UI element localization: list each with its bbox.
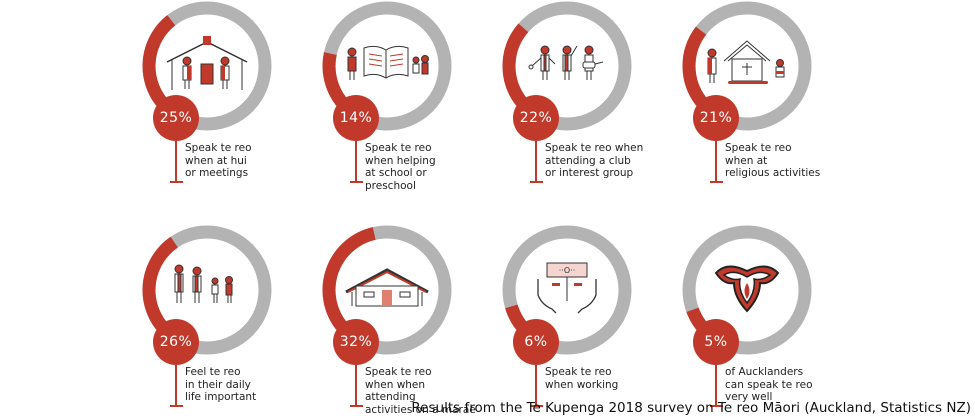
percentage-badge: 25%: [153, 95, 199, 141]
callout-stem: [715, 138, 717, 181]
church-icon: [702, 37, 792, 96]
callout-stem: [535, 362, 537, 405]
svg-text:··O··: ··O··: [559, 266, 575, 275]
callout-tick: [349, 405, 363, 407]
percentage-badge: 6%: [513, 319, 559, 365]
donut-ring: [322, 1, 452, 131]
stat-tile: 5% of Aucklanders can speak te reo very …: [657, 220, 837, 420]
stat-tile: 22% Speak te reo when attending a club o…: [477, 0, 657, 196]
stat-label: Speak te reo when attending a club or in…: [545, 142, 644, 179]
stat-label: Speak te reo when at hui or meetings: [185, 142, 252, 179]
donut-ring: [142, 225, 272, 355]
callout-stem: [355, 138, 357, 181]
stat-tile: ··O·· 6% Speak te reo when working: [477, 220, 657, 420]
meeting-house-people-icon: [162, 34, 252, 98]
donut-ring: [682, 1, 812, 131]
percentage-badge: 32%: [333, 319, 379, 365]
callout-stem: [715, 362, 717, 405]
donut-ring: [142, 1, 272, 131]
percentage-badge: 21%: [693, 95, 739, 141]
stat-tile: 14% Speak te reo when helping at school …: [297, 0, 477, 196]
callout-tick: [709, 181, 723, 183]
hands-sign-icon: ··O··: [532, 261, 602, 320]
percentage-badge: 26%: [153, 319, 199, 365]
callout-tick: [709, 405, 723, 407]
donut-ring: [322, 225, 452, 355]
stat-tile: 32% Speak te reo when when attending act…: [297, 220, 477, 420]
family-icon: [167, 263, 247, 317]
callout-stem: [535, 138, 537, 181]
stat-tile: 26% Feel te reo in their daily life impo…: [117, 220, 297, 420]
callout-tick: [349, 181, 363, 183]
stat-label: Speak te reo when when attending activit…: [365, 366, 476, 416]
percentage-badge: 14%: [333, 95, 379, 141]
donut-ring: [502, 1, 632, 131]
koru-mask-icon: [712, 261, 782, 320]
callout-tick: [529, 405, 543, 407]
stat-label: of Aucklanders can speak te reo very wel…: [725, 366, 813, 403]
club-people-icon: [527, 42, 607, 91]
stat-label: Feel te reo in their daily life importan…: [185, 366, 257, 403]
callout-tick: [529, 181, 543, 183]
callout-tick: [169, 181, 183, 183]
percentage-badge: 22%: [513, 95, 559, 141]
callout-stem: [355, 362, 357, 405]
stat-label: Speak te reo when at religious activitie…: [725, 142, 821, 179]
stat-label: Speak te reo when helping at school or p…: [365, 142, 436, 192]
source-caption: Results from the Te Kupenga 2018 survey …: [411, 400, 971, 416]
book-children-icon: [342, 42, 432, 91]
marae-icon: [342, 266, 432, 315]
stat-tile: 25% Speak te reo when at hui or meetings: [117, 0, 297, 196]
stat-tile: 21% Speak te reo when at religious activ…: [657, 0, 837, 196]
callout-tick: [169, 405, 183, 407]
stat-label: Speak te reo when working: [545, 366, 619, 391]
percentage-badge: 5%: [693, 319, 739, 365]
callout-stem: [175, 138, 177, 181]
callout-stem: [175, 362, 177, 405]
